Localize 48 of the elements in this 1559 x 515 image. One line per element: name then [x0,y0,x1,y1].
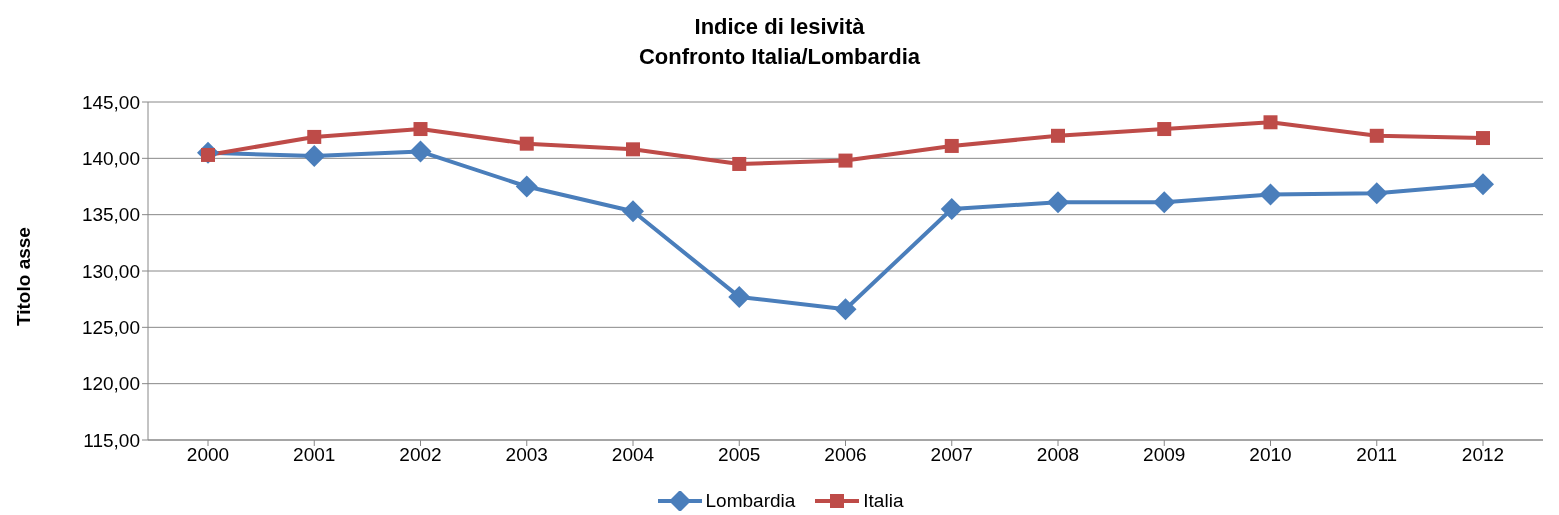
y-tick-label: 135,00 [81,204,140,226]
x-tick-label: 2011 [1356,444,1398,466]
point [409,140,432,163]
y-tick-label: 130,00 [81,260,140,282]
y-tick-label: 120,00 [81,373,140,395]
point [1157,122,1172,137]
point [622,200,644,223]
point [1365,182,1388,205]
legend-label: Lombardia [705,490,796,512]
x-tick-label: 2005 [718,444,761,466]
x-tick-label: 2010 [1249,444,1292,466]
point [307,129,322,144]
legend-label: Italia [863,490,904,512]
point [940,198,963,221]
x-tick-label: 2002 [399,444,442,466]
y-tick-label: 140,00 [81,148,140,170]
x-tick-label: 2000 [186,444,230,466]
y-tick-label: 115,00 [83,429,140,451]
x-tick-label: 2006 [824,444,867,466]
point [944,138,959,153]
x-tick-label: 2007 [930,444,973,466]
y-tick-label: 125,00 [81,317,140,339]
point [838,153,853,168]
x-tick-label: 2001 [293,444,336,466]
point [626,142,640,157]
chart-title: Indice di lesività Confronto Italia/Lombardia [637,13,922,71]
point [1259,183,1282,206]
x-tick-label: 2009 [1143,444,1186,466]
point [1472,173,1494,196]
point [1369,128,1384,143]
point [515,175,538,198]
point [834,298,857,321]
point [732,156,747,171]
y-axis-title: Titolo asse [12,227,34,326]
y-tick-label: 145,00 [81,91,140,113]
x-tick-label: 2012 [1461,444,1505,466]
point [413,122,428,137]
point [728,285,751,308]
point [1047,191,1069,214]
point [1051,128,1065,143]
point [1263,115,1278,130]
point [1153,191,1176,214]
x-tick-label: 2008 [1036,444,1080,466]
point [303,145,326,168]
x-tick-label: 2003 [505,444,548,466]
point [1476,131,1490,146]
point [519,136,534,151]
x-tick-label: 2004 [611,444,655,466]
